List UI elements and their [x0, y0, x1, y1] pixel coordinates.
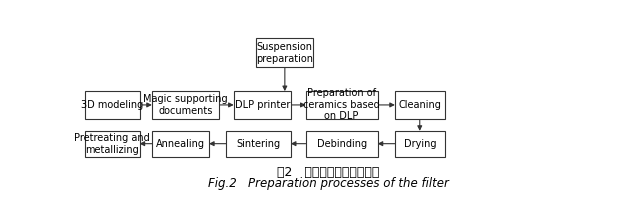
FancyBboxPatch shape — [85, 91, 140, 118]
FancyBboxPatch shape — [256, 38, 313, 67]
Text: Sintering: Sintering — [237, 139, 280, 149]
Text: 图2   滤波器制备工艺流程图: 图2 滤波器制备工艺流程图 — [277, 166, 379, 179]
FancyBboxPatch shape — [306, 91, 378, 118]
Text: Drying: Drying — [403, 139, 436, 149]
FancyBboxPatch shape — [395, 91, 445, 118]
FancyBboxPatch shape — [395, 131, 445, 157]
Text: Magic supporting
documents: Magic supporting documents — [143, 94, 228, 116]
Text: Annealing: Annealing — [156, 139, 205, 149]
Text: Preparation of
ceramics based
on DLP: Preparation of ceramics based on DLP — [303, 88, 380, 121]
FancyBboxPatch shape — [234, 91, 291, 118]
FancyBboxPatch shape — [306, 131, 378, 157]
Text: Fig.2   Preparation processes of the filter: Fig.2 Preparation processes of the filte… — [207, 177, 449, 190]
Text: DLP printer: DLP printer — [235, 100, 290, 110]
Text: Cleaning: Cleaning — [398, 100, 441, 110]
Text: Debinding: Debinding — [317, 139, 367, 149]
Text: Pretreating and
metallizing: Pretreating and metallizing — [74, 133, 150, 155]
FancyBboxPatch shape — [85, 131, 140, 157]
FancyBboxPatch shape — [152, 91, 219, 118]
FancyBboxPatch shape — [152, 131, 209, 157]
Text: 3D modeling: 3D modeling — [81, 100, 143, 110]
Text: Suspension
preparation: Suspension preparation — [256, 42, 313, 63]
FancyBboxPatch shape — [227, 131, 291, 157]
